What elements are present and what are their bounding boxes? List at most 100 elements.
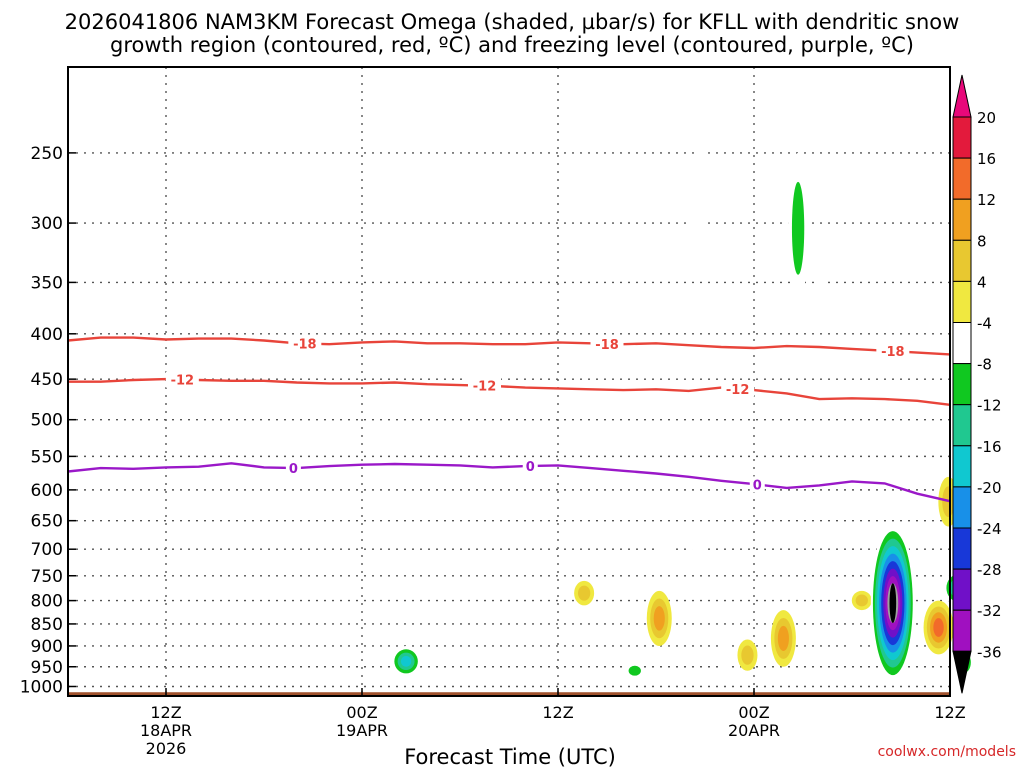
omega-feature <box>923 600 954 655</box>
colorbar-label: -24 <box>977 520 1002 538</box>
omega-feature <box>574 580 595 606</box>
omega-feature <box>391 645 422 677</box>
omega-feature <box>646 590 672 646</box>
omega-shade-level <box>690 526 706 558</box>
colorbar-label: -36 <box>977 643 1002 661</box>
colorbar-swatch <box>952 527 972 570</box>
omega-feature <box>690 145 706 260</box>
contour-label: -18 <box>595 338 619 353</box>
omega-feature <box>815 245 831 286</box>
y-tick-label: 300 <box>31 214 63 234</box>
contour-label-bg <box>288 335 322 352</box>
plot-area: -18 -18 -18 -12 -12 -12 0 0 0 <box>67 66 975 697</box>
x-tick-label: 20APR <box>728 721 780 740</box>
omega-feature <box>770 610 796 667</box>
omega-feature <box>690 526 706 558</box>
y-tick-label: 1000 <box>20 677 63 697</box>
x-axis-label: Forecast Time (UTC) <box>404 745 616 768</box>
y-tick-label: 700 <box>31 540 63 560</box>
contour-2 <box>67 462 951 503</box>
omega-shade-level <box>658 543 674 566</box>
colorbar-swatch <box>952 239 972 282</box>
omega-feature <box>737 639 758 671</box>
colorbar-swatch <box>952 280 972 323</box>
colorbar-top-arrow <box>952 74 972 118</box>
plot-frame <box>67 66 951 697</box>
chart-title-line2: growth region (contoured, red, ºC) and f… <box>110 33 914 57</box>
y-axis: 2503003504004505005506006507007508008509… <box>20 144 76 697</box>
colorbar-swatch <box>952 322 972 365</box>
colorbar-label: -8 <box>977 356 992 374</box>
contour-label: 0 <box>289 462 298 477</box>
colorbar-label: 8 <box>977 232 987 250</box>
colorbar-swatch <box>952 609 972 652</box>
colorbar-label: -20 <box>977 479 1002 497</box>
omega-shade-level <box>933 618 944 637</box>
contour-label-bg <box>468 377 501 394</box>
omega-feature <box>851 590 872 611</box>
colorbar-swatch <box>952 568 972 611</box>
colorbar-swatch <box>952 486 972 529</box>
contour-label: -12 <box>171 374 195 389</box>
y-tick-label: 650 <box>31 512 63 532</box>
colorbar-swatch <box>952 445 972 488</box>
y-tick-label: 900 <box>31 637 63 657</box>
omega-feature <box>846 628 862 651</box>
contour-label: 0 <box>526 460 535 475</box>
terrain-band <box>68 692 950 696</box>
colorbar-swatch <box>952 404 972 447</box>
plot-background <box>68 67 950 696</box>
colorbar-swatch <box>952 116 972 159</box>
colorbar-label: -12 <box>977 397 1002 415</box>
y-tick-label: 800 <box>31 592 63 612</box>
contour-label: 0 <box>753 478 762 493</box>
contour-label-bg <box>876 343 910 360</box>
credit-link[interactable]: coolwx.com/models <box>878 744 1016 760</box>
omega-feature <box>658 543 674 566</box>
omega-shade-level <box>846 628 862 651</box>
y-tick-label: 950 <box>31 658 63 678</box>
colorbar-label: 16 <box>977 150 996 168</box>
y-tick-label: 750 <box>31 567 63 587</box>
colorbar-label: 12 <box>977 191 996 209</box>
x-tick-label: 19APR <box>336 721 388 740</box>
omega-shade-level <box>717 641 733 671</box>
contour-lines: -18 -18 -18 -12 -12 -12 0 0 0 <box>67 335 951 503</box>
colorbar-bottom-arrow <box>952 650 972 694</box>
contour-label: -12 <box>726 383 750 398</box>
colorbar-label: -16 <box>977 438 1002 456</box>
chart-title-line1: 2026041806 NAM3KM Forecast Omega (shaded… <box>65 10 960 34</box>
y-tick-label: 250 <box>31 144 63 164</box>
omega-feature <box>717 641 733 671</box>
y-tick-label: 600 <box>31 481 63 501</box>
colorbar-swatch <box>952 363 972 406</box>
omega-shade-level <box>741 645 754 665</box>
y-tick-label: 450 <box>31 370 63 390</box>
omega-shade-level <box>653 606 665 631</box>
colorbar-swatch <box>952 198 972 241</box>
omega-shade-level <box>690 145 706 260</box>
contour-label-bg <box>165 371 199 388</box>
contour-1 <box>68 377 951 406</box>
x-tick-label: 12Z <box>150 703 181 722</box>
omega-shade-level <box>400 655 412 667</box>
colorbar-label: 20 <box>977 109 996 127</box>
x-tick-label: 12Z <box>934 703 965 722</box>
y-tick-label: 550 <box>31 447 63 467</box>
omega-shade-level <box>577 585 591 601</box>
colorbar: 20 16 12 8 4 -4 -8 -12 -16 -20 -24 -28 -32 -36 <box>952 74 1002 694</box>
grid-lines <box>68 67 951 696</box>
contour-label: -12 <box>473 380 497 395</box>
omega-shade-level <box>815 245 831 286</box>
contour-label-bg <box>285 460 301 477</box>
x-tick-label: 00Z <box>346 703 377 722</box>
colorbar-swatch <box>952 157 972 200</box>
omega-shade-level <box>791 181 805 275</box>
x-tick-label: 2026 <box>146 739 187 758</box>
x-tick-label: 00Z <box>738 703 769 722</box>
contour-label: -18 <box>881 345 905 360</box>
x-tick-label: 18APR <box>140 721 192 740</box>
colorbar-label: -4 <box>977 315 992 333</box>
